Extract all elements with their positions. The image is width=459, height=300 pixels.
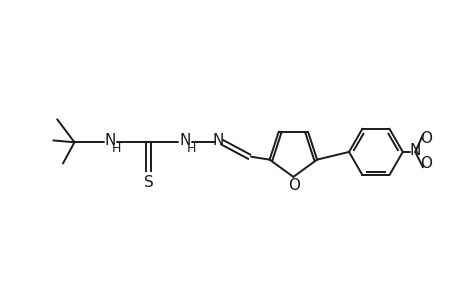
Text: N: N (104, 133, 115, 148)
Text: N: N (179, 133, 190, 148)
Text: O: O (419, 156, 431, 171)
Text: S: S (143, 175, 153, 190)
Text: O: O (288, 178, 300, 193)
Text: H: H (186, 142, 196, 154)
Text: N: N (409, 143, 420, 158)
Text: N: N (213, 133, 224, 148)
Text: H: H (112, 142, 121, 154)
Text: O: O (419, 131, 431, 146)
